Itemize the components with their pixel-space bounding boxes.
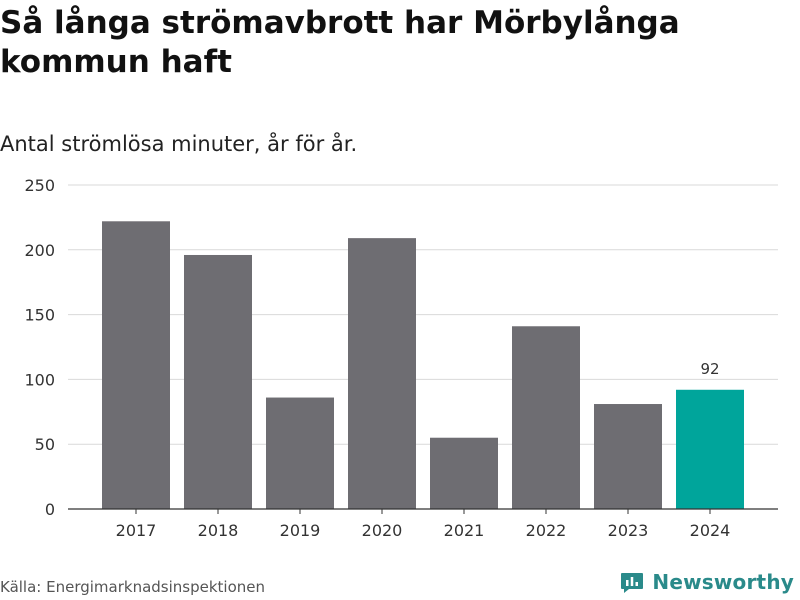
bar-2021 <box>430 437 498 509</box>
chart-title: Så långa strömavbrott har Mörbylånga kom… <box>0 5 680 80</box>
chart-subtitle: Antal strömlösa minuter, år för år. <box>0 132 358 156</box>
bar-2024 <box>676 389 744 509</box>
x-tick-label: 2024 <box>690 521 731 540</box>
y-tick-label: 50 <box>35 435 55 454</box>
x-tick-label: 2019 <box>280 521 321 540</box>
bar-2023 <box>594 404 662 509</box>
data-label-2024: 92 <box>700 360 719 378</box>
bars <box>102 221 744 510</box>
bar-2022 <box>512 326 580 509</box>
brand: Newsworthy <box>620 570 794 594</box>
brand-name: Newsworthy <box>652 570 794 594</box>
x-tick-label: 2023 <box>608 521 649 540</box>
y-tick-label: 150 <box>24 306 55 325</box>
x-tick-label: 2018 <box>198 521 239 540</box>
source-note: Källa: Energimarknadsinspektionen <box>0 578 266 596</box>
x-tick-label: 2017 <box>116 521 157 540</box>
y-tick-label: 250 <box>24 176 55 195</box>
data-labels: 92 <box>700 360 719 378</box>
bar-2017 <box>102 221 170 509</box>
y-tick-label: 0 <box>45 500 55 519</box>
y-tick-label: 100 <box>24 370 55 389</box>
bar-chart: 92 0 50 100 150 200 250 2017 2018 2019 2020 2021 20… <box>24 176 778 540</box>
bar-2019 <box>266 397 334 509</box>
x-tick-label: 2022 <box>526 521 567 540</box>
y-tick-label: 200 <box>24 241 55 260</box>
newsworthy-logo-icon <box>621 573 644 593</box>
x-tick-label: 2021 <box>444 521 485 540</box>
x-tick-label: 2020 <box>362 521 403 540</box>
bar-2018 <box>184 254 252 509</box>
bar-2020 <box>348 238 416 510</box>
axes: 0 50 100 150 200 250 2017 2018 2019 2020 2021 2022 2… <box>24 176 778 540</box>
gridlines <box>68 184 778 445</box>
